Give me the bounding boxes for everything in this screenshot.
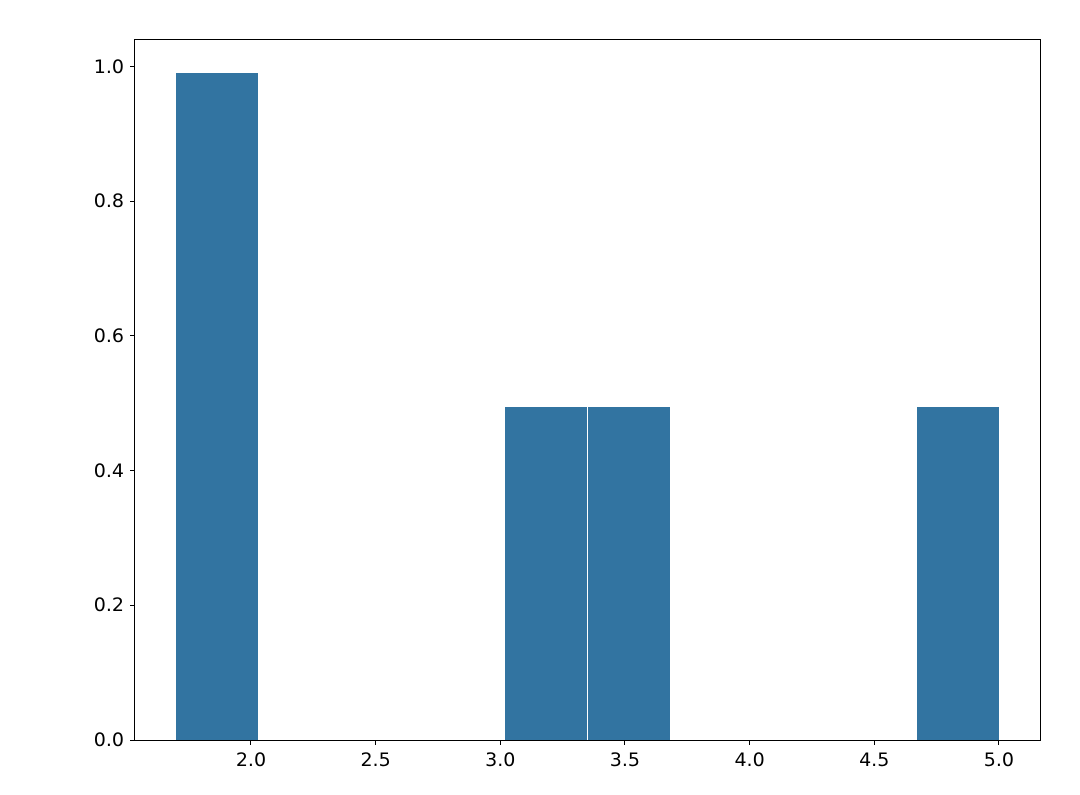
y-tick — [130, 605, 135, 606]
axis-spine-top — [134, 39, 1041, 40]
histogram-bar — [588, 407, 670, 740]
y-tick — [130, 740, 135, 741]
y-tick-label: 0.2 — [94, 594, 124, 616]
x-tick-label: 3.5 — [610, 749, 640, 771]
y-tick-label: 1.0 — [94, 56, 124, 78]
x-tick — [375, 740, 376, 745]
histogram-bar — [176, 73, 258, 740]
x-tick — [998, 740, 999, 745]
x-tick-label: 4.0 — [734, 749, 764, 771]
plot-area — [135, 40, 1040, 740]
x-tick — [874, 740, 875, 745]
chart-axes: 2.02.53.03.54.04.55.00.00.20.40.60.81.0 — [135, 40, 1040, 740]
y-tick — [130, 335, 135, 336]
figure: 2.0 2.5 3.0 3.5 4.0 4.5 5.0 0.0 0.2 0.4 0.6 0.8 1.0 — [0, 0, 1080, 795]
x-tick — [624, 740, 625, 745]
y-tick-label: 0.8 — [94, 190, 124, 212]
y-tick — [130, 66, 135, 67]
x-tick — [500, 740, 501, 745]
y-tick-label: 0.0 — [94, 729, 124, 751]
x-tick-label: 5.0 — [984, 749, 1014, 771]
axis-spine-right — [1040, 39, 1041, 741]
x-tick-label: 2.5 — [360, 749, 390, 771]
y-tick — [130, 201, 135, 202]
x-tick — [749, 740, 750, 745]
x-tick-label: 4.5 — [859, 749, 889, 771]
y-tick — [130, 470, 135, 471]
x-tick-label: 2.0 — [236, 749, 266, 771]
axis-spine-bottom — [134, 740, 1041, 741]
y-tick-label: 0.4 — [94, 460, 124, 482]
y-tick-label: 0.6 — [94, 325, 124, 347]
x-tick-label: 3.0 — [485, 749, 515, 771]
histogram-bar — [505, 407, 587, 740]
histogram-bar — [917, 407, 999, 740]
axis-spine-left — [134, 39, 135, 741]
x-tick — [250, 740, 251, 745]
